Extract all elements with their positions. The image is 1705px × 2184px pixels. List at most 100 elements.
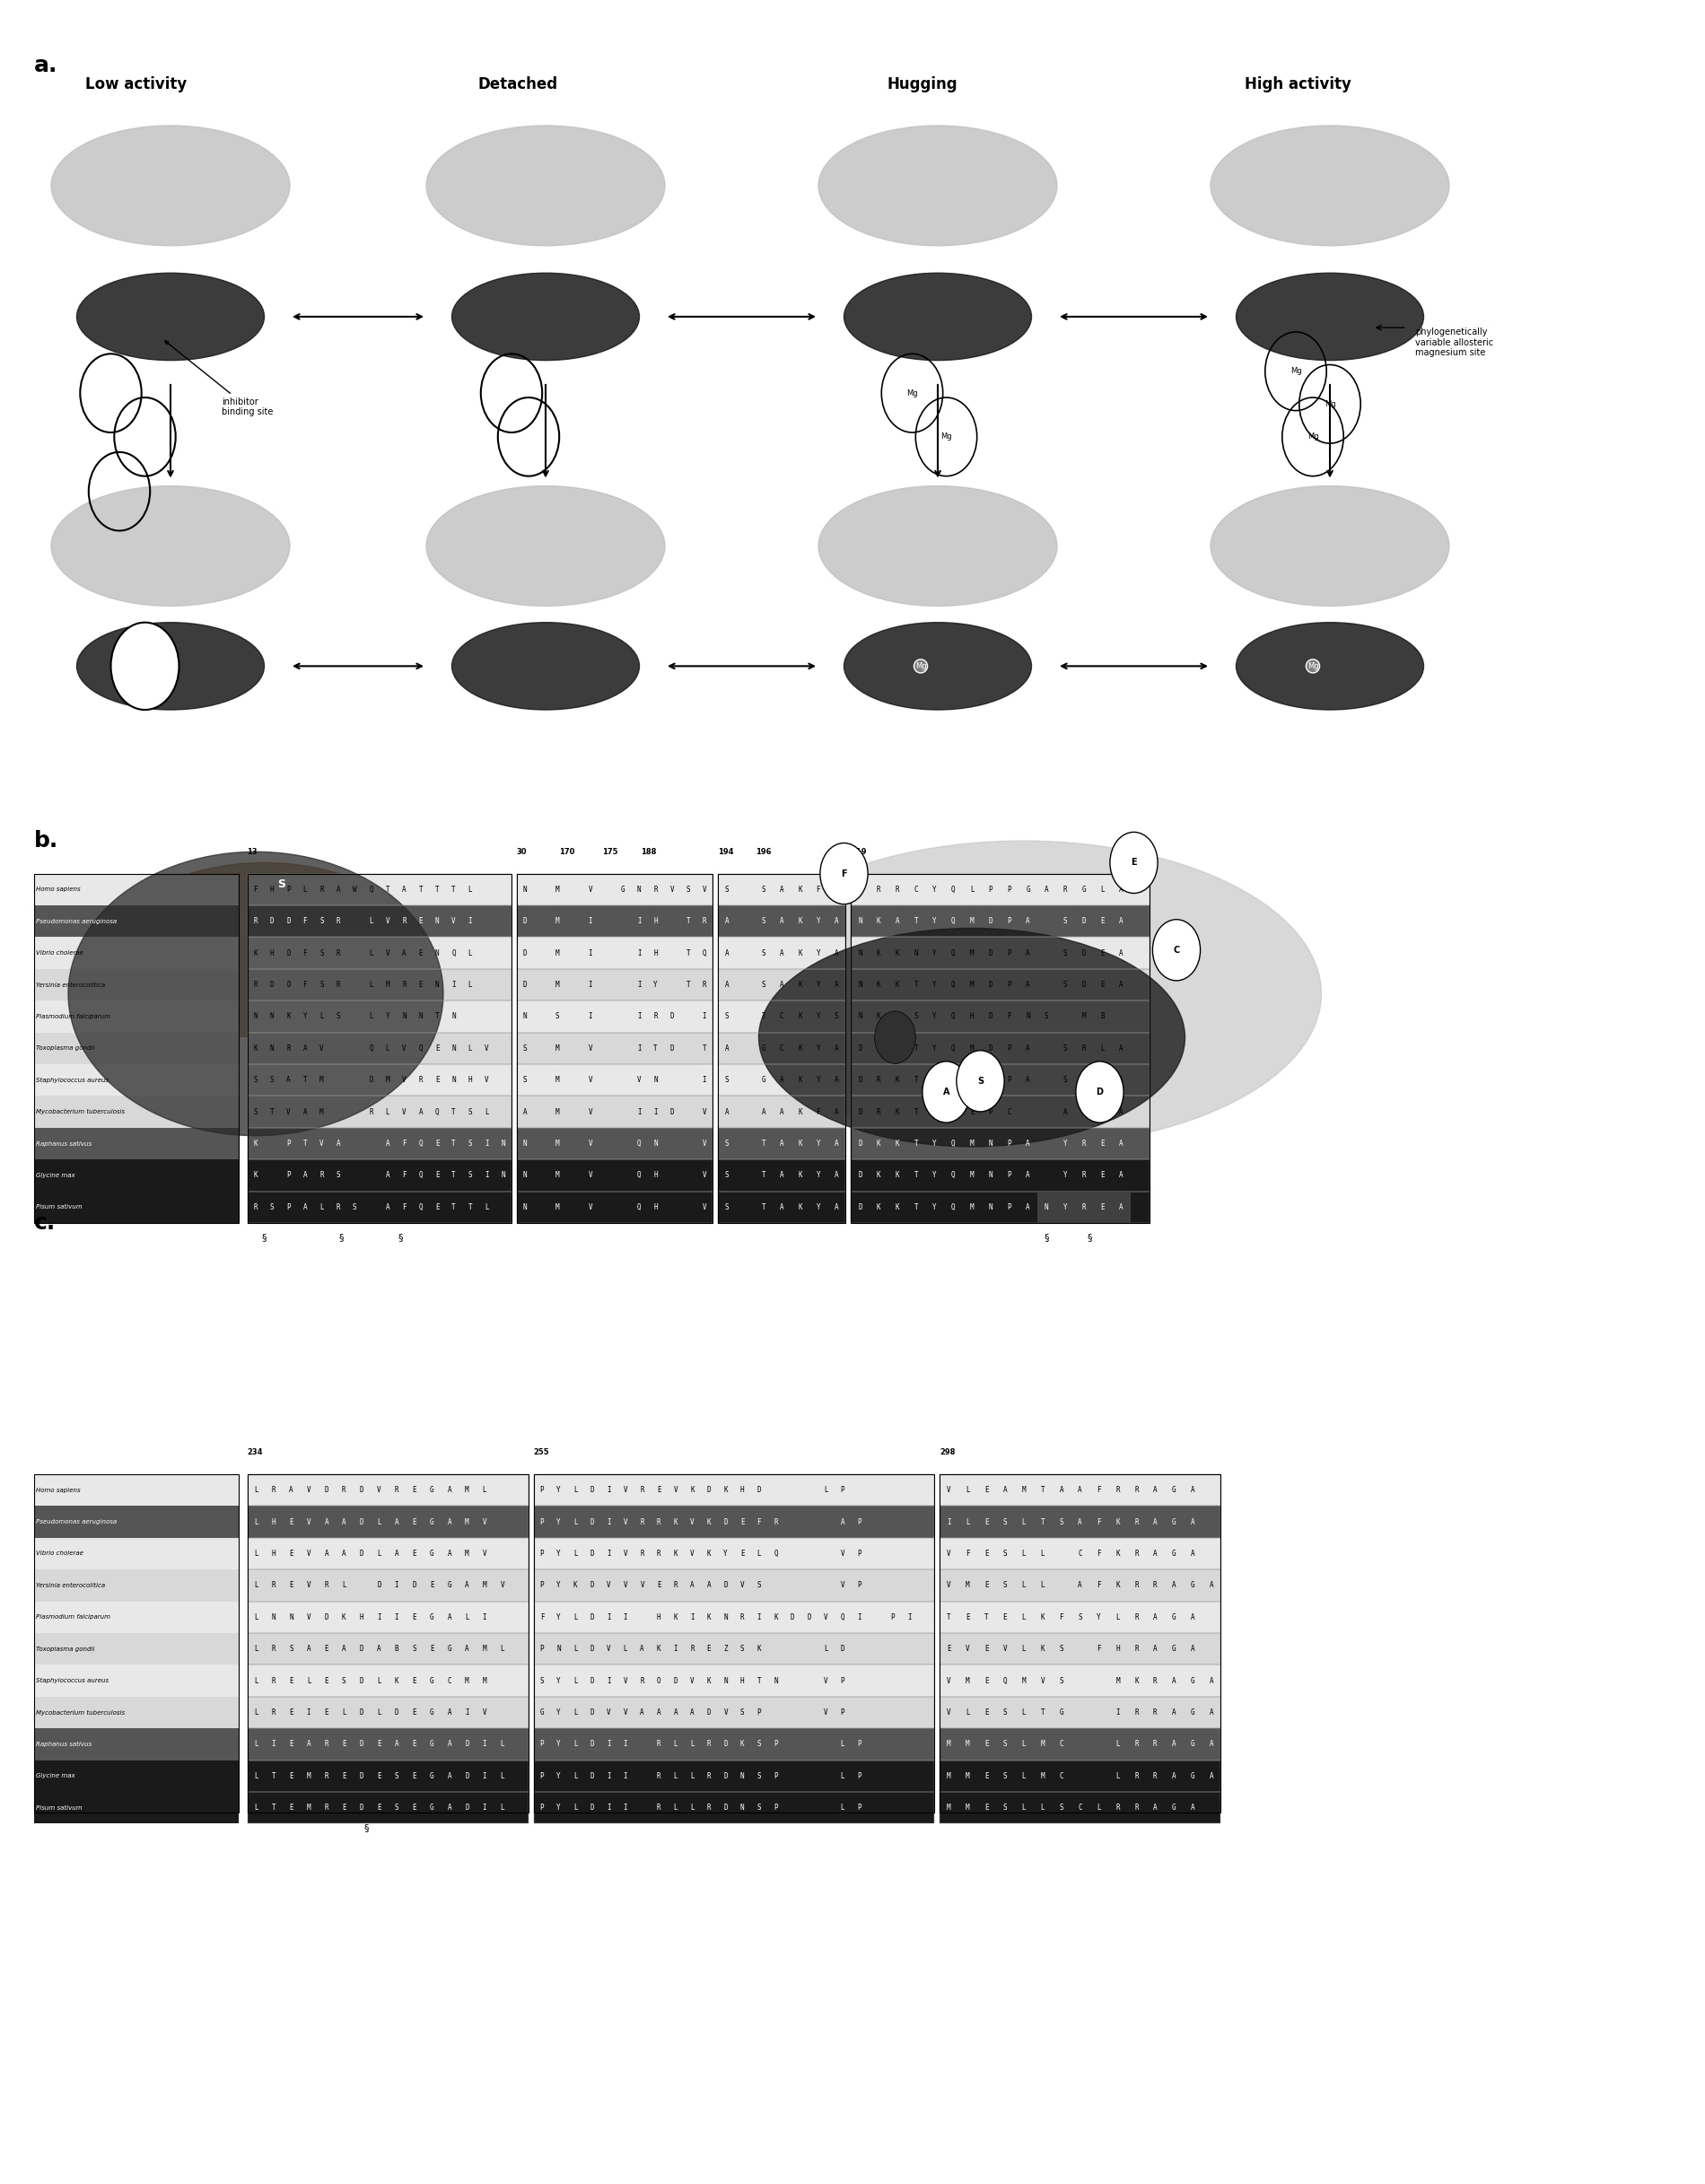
Text: A: A xyxy=(1045,885,1049,893)
Text: M: M xyxy=(465,1551,469,1557)
Text: D: D xyxy=(858,1077,863,1083)
Text: N: N xyxy=(269,1044,275,1053)
Circle shape xyxy=(875,1011,916,1064)
Text: N: N xyxy=(523,1171,527,1179)
Text: T: T xyxy=(762,1013,766,1020)
Bar xyxy=(34,1033,239,1064)
Bar xyxy=(247,1127,512,1160)
Bar xyxy=(247,1096,512,1127)
Bar xyxy=(34,906,239,937)
Text: C: C xyxy=(1078,1551,1083,1557)
Bar xyxy=(247,937,512,970)
Text: P: P xyxy=(858,1804,861,1813)
Text: I: I xyxy=(588,1013,592,1020)
Text: R: R xyxy=(876,885,881,893)
Text: D: D xyxy=(523,981,527,989)
Text: M: M xyxy=(1021,1485,1026,1494)
Text: H: H xyxy=(740,1677,745,1684)
Text: Plasmodium falciparum: Plasmodium falciparum xyxy=(36,1013,111,1020)
Text: L: L xyxy=(1021,1551,1026,1557)
Text: M: M xyxy=(556,1140,559,1147)
Text: R: R xyxy=(343,1485,346,1494)
Text: V: V xyxy=(946,1551,951,1557)
Ellipse shape xyxy=(51,124,290,245)
Text: E: E xyxy=(435,1171,440,1179)
Text: R: R xyxy=(1134,1581,1139,1590)
Bar xyxy=(517,1160,713,1190)
Text: R: R xyxy=(336,1203,339,1212)
Text: D: D xyxy=(394,1708,399,1717)
Text: Mycobacterium tuberculosis: Mycobacterium tuberculosis xyxy=(36,1109,124,1114)
Text: K: K xyxy=(708,1614,711,1621)
Text: R: R xyxy=(653,885,658,893)
Text: V: V xyxy=(639,1581,644,1590)
Text: R: R xyxy=(708,1771,711,1780)
Text: P: P xyxy=(774,1741,777,1747)
Text: V: V xyxy=(452,917,455,926)
Text: Y: Y xyxy=(1096,1614,1101,1621)
Text: W: W xyxy=(353,885,356,893)
Text: Q: Q xyxy=(774,1551,777,1557)
Text: K: K xyxy=(876,950,881,957)
Text: Q: Q xyxy=(951,1107,955,1116)
Text: Plasmodium falciparum: Plasmodium falciparum xyxy=(36,1614,111,1621)
Text: E: E xyxy=(343,1804,346,1813)
Text: D: D xyxy=(590,1645,593,1653)
Text: A: A xyxy=(447,1804,452,1813)
Text: N: N xyxy=(419,1013,423,1020)
Text: K: K xyxy=(673,1614,677,1621)
Text: S: S xyxy=(269,1203,275,1212)
Text: V: V xyxy=(286,1107,290,1116)
Text: A: A xyxy=(419,1107,423,1116)
Text: I: I xyxy=(702,1013,706,1020)
Text: H: H xyxy=(653,1203,658,1212)
Text: D: D xyxy=(858,1107,863,1116)
Text: D: D xyxy=(723,1771,728,1780)
Text: M: M xyxy=(970,1044,974,1053)
Text: F: F xyxy=(757,1518,760,1527)
Text: A: A xyxy=(1171,1708,1176,1717)
Text: V: V xyxy=(691,1677,694,1684)
Text: S: S xyxy=(469,1140,472,1147)
Text: N: N xyxy=(452,1077,455,1083)
Text: V: V xyxy=(702,885,706,893)
Text: K: K xyxy=(286,1013,290,1020)
Text: T: T xyxy=(452,1171,455,1179)
Text: H: H xyxy=(269,885,275,893)
Ellipse shape xyxy=(1211,124,1449,245)
Text: L: L xyxy=(1021,1708,1026,1717)
Text: V: V xyxy=(702,1107,706,1116)
Text: R: R xyxy=(639,1518,644,1527)
Bar xyxy=(939,1634,1221,1664)
Bar xyxy=(718,1127,846,1160)
Bar xyxy=(534,1760,934,1791)
Bar xyxy=(851,874,1149,906)
Text: K: K xyxy=(1134,1677,1139,1684)
Text: A: A xyxy=(1003,1485,1008,1494)
Bar xyxy=(517,1127,713,1160)
Text: R: R xyxy=(1083,1077,1086,1083)
Text: S: S xyxy=(290,1645,293,1653)
Text: L: L xyxy=(343,1581,346,1590)
Text: A: A xyxy=(1078,1581,1083,1590)
Bar xyxy=(534,1474,934,1813)
Text: Z: Z xyxy=(723,1645,728,1653)
Text: T: T xyxy=(419,885,423,893)
Text: R: R xyxy=(1134,1771,1139,1780)
Text: K: K xyxy=(708,1677,711,1684)
Text: D: D xyxy=(989,917,992,926)
Ellipse shape xyxy=(452,622,639,710)
Text: Q: Q xyxy=(951,1077,955,1083)
Text: R: R xyxy=(895,885,900,893)
Text: V: V xyxy=(377,1485,382,1494)
Text: N: N xyxy=(723,1614,728,1621)
Text: K: K xyxy=(798,981,801,989)
Bar xyxy=(851,1096,1149,1127)
Text: Mg: Mg xyxy=(916,662,926,670)
Text: A: A xyxy=(1118,1203,1124,1212)
Text: V: V xyxy=(946,1677,951,1684)
Text: D: D xyxy=(590,1677,593,1684)
Text: G: G xyxy=(1190,1677,1195,1684)
Text: D: D xyxy=(858,885,863,893)
Text: L: L xyxy=(1100,1077,1105,1083)
